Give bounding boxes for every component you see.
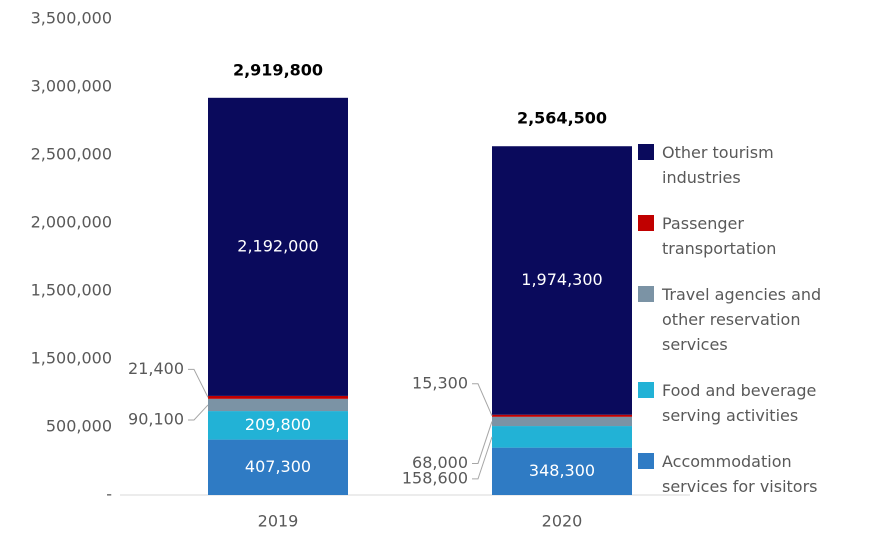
legend-item: Passenger transportation (638, 211, 868, 261)
legend: Other tourism industries Passenger transp… (638, 140, 868, 520)
legend-item: Accommodation services for visitors (638, 449, 868, 499)
legend-item: Travel agencies and other reservation se… (638, 282, 868, 357)
y-tick-label: 500,000 (46, 417, 112, 436)
legend-swatch (638, 215, 654, 231)
data-label: 1,974,300 (521, 270, 602, 289)
bar-segment (492, 447, 632, 495)
y-tick-label: - (106, 485, 112, 504)
data-label: 407,300 (245, 457, 311, 476)
data-label: 2,192,000 (237, 236, 318, 255)
legend-item: Food and beverage serving activities (638, 378, 868, 428)
bar-segment (208, 398, 348, 412)
y-tick-label: 1,500,000 (31, 281, 112, 300)
leader-line (188, 404, 209, 421)
legend-swatch (638, 286, 654, 302)
bar-segment (208, 411, 348, 440)
y-tick-label: 2,000,000 (31, 213, 112, 232)
legend-label: Travel agencies and other reservation se… (662, 285, 822, 354)
data-label: 158,600 (402, 468, 468, 487)
bar-segment (492, 146, 632, 415)
data-label: 21,400 (128, 359, 184, 378)
legend-swatch (638, 144, 654, 160)
y-tick-label: 1,500,000 (31, 349, 112, 368)
leader-line (472, 383, 493, 416)
legend-label: Passenger transportation (662, 214, 777, 258)
leader-line (472, 436, 493, 480)
data-label: 209,800 (245, 415, 311, 434)
data-label: 68,000 (412, 453, 468, 472)
y-tick-label: 2,500,000 (31, 145, 112, 164)
bar-segment (492, 416, 632, 427)
y-tick-label: 3,500,000 (31, 9, 112, 28)
legend-label: Accommodation services for visitors (662, 452, 818, 496)
total-label: 2,919,800 (233, 60, 323, 79)
data-label: 348,300 (529, 461, 595, 480)
legend-item: Other tourism industries (638, 140, 868, 190)
x-tick-label: 2019 (258, 512, 299, 531)
data-label: 15,300 (412, 373, 468, 392)
x-tick-label: 2020 (542, 512, 583, 531)
leader-line (188, 368, 209, 398)
legend-label: Other tourism industries (662, 143, 774, 187)
bar-segment (492, 426, 632, 448)
data-label: 90,100 (128, 409, 184, 428)
legend-swatch (638, 382, 654, 398)
legend-label: Food and beverage serving activities (662, 381, 817, 425)
bar-segment (208, 439, 348, 495)
bar-segment (208, 97, 348, 396)
leader-line (472, 421, 493, 464)
bar-segment (208, 395, 348, 399)
legend-swatch (638, 453, 654, 469)
total-label: 2,564,500 (517, 109, 607, 128)
bar-segment (492, 414, 632, 417)
y-tick-label: 3,000,000 (31, 77, 112, 96)
